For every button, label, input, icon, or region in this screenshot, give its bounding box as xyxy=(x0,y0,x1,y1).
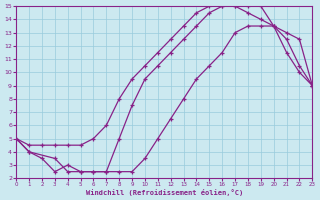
X-axis label: Windchill (Refroidissement éolien,°C): Windchill (Refroidissement éolien,°C) xyxy=(86,189,243,196)
